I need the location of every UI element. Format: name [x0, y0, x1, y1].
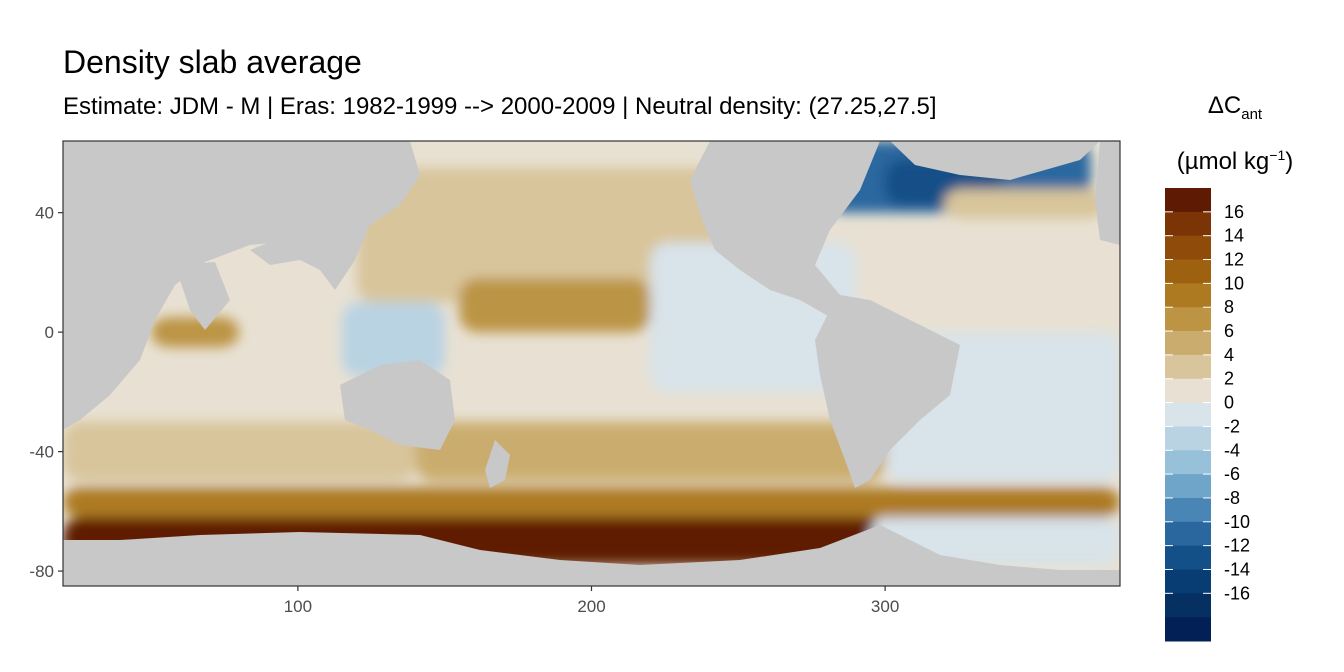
plot-panel [62, 140, 1121, 587]
field-arabian-sea [151, 317, 240, 348]
y-tick-label: -40 [29, 443, 54, 462]
legend-swatch [1165, 474, 1211, 499]
legend-swatch [1165, 402, 1211, 427]
legend-label: -6 [1224, 464, 1240, 484]
legend-swatch [1165, 521, 1211, 547]
legend-swatch [1165, 593, 1211, 618]
legend-label: 4 [1224, 345, 1234, 365]
legend-label: -16 [1224, 583, 1250, 603]
legend-unit-end: ) [1285, 147, 1294, 175]
legend-swatch [1165, 283, 1211, 308]
field-pacific-equatorial-core [459, 278, 651, 333]
x-tick-label: 300 [871, 597, 899, 616]
land-africa-arabia [63, 141, 360, 430]
field-southern-transition [63, 487, 1120, 518]
legend-title: ΔCant (µmol kg−1) [1160, 86, 1310, 182]
land-north-america [690, 141, 880, 320]
x-tick-label: 100 [284, 597, 312, 616]
legend-swatch [1165, 426, 1211, 451]
legend-swatch [1165, 497, 1211, 523]
legend-label: 2 [1224, 369, 1234, 389]
legend-swatch [1165, 569, 1211, 594]
legend-unit-base: (µmol kg [1176, 147, 1270, 175]
field-south-pacific-belt [415, 421, 886, 482]
legend-label: -8 [1224, 488, 1240, 508]
legend-swatch [1165, 307, 1211, 332]
land-australia [340, 360, 455, 450]
x-tick-label: 200 [577, 597, 605, 616]
legend-label: -14 [1224, 559, 1250, 579]
legend-swatch [1165, 188, 1211, 213]
legend-unit-sup: −1 [1269, 146, 1286, 163]
land-antarctica [63, 525, 1120, 586]
legend-label: -10 [1224, 512, 1250, 532]
legend-label: 14 [1224, 226, 1244, 246]
legend-label: 16 [1224, 202, 1244, 222]
legend-label: 8 [1224, 297, 1234, 317]
land-south-america [815, 300, 960, 488]
legend-label: -2 [1224, 416, 1240, 436]
land-asia [250, 141, 420, 290]
land-new-zealand [485, 440, 510, 488]
legend-swatch [1165, 545, 1211, 570]
legend-label: -12 [1224, 536, 1250, 556]
legend-swatch [1165, 235, 1211, 261]
legend-title-symbol: ΔC [1207, 92, 1242, 119]
legend-label: 6 [1224, 321, 1234, 341]
legend-label: 0 [1224, 393, 1234, 413]
legend-label: -4 [1224, 440, 1240, 460]
legend-swatch [1165, 617, 1211, 642]
legend-swatch [1165, 354, 1211, 380]
land-greenland [890, 141, 1100, 180]
field-indian-ocean-south [63, 421, 416, 482]
legend-label: 10 [1224, 273, 1244, 293]
chart-subtitle: Estimate: JDM - M | Eras: 1982-1999 --> … [63, 93, 937, 120]
legend-swatch [1165, 259, 1211, 284]
field-ross-sea [474, 529, 856, 566]
land-europe [1095, 141, 1120, 245]
legend-swatch [1165, 331, 1211, 356]
legend-title-subscript: ant [1241, 105, 1263, 123]
chart-title: Density slab average [63, 44, 362, 80]
land-india [175, 262, 230, 330]
land-masses [63, 141, 1120, 586]
legend-swatch [1165, 211, 1211, 237]
y-tick-label: 0 [45, 323, 54, 342]
legend-label: 12 [1224, 250, 1244, 270]
y-tick-label: -80 [29, 562, 54, 581]
legend: 16 14 12 10 8 6 4 2 0 -2 -4 -6 -8 -10 -12 -14 -16 [1165, 188, 1250, 642]
field-indonesian-seas [341, 302, 445, 377]
legend-swatch [1165, 450, 1211, 475]
field-north-atlantic-subtropical [943, 188, 1106, 219]
y-tick-label: 40 [35, 204, 54, 223]
legend-swatch [1165, 378, 1211, 404]
